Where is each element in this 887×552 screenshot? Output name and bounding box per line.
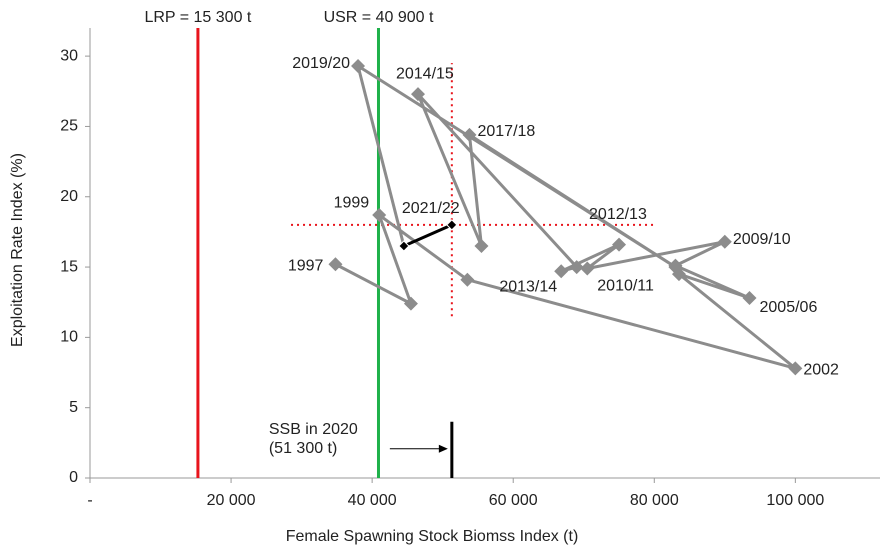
x-tick-label: 100 000	[766, 492, 824, 509]
point	[668, 260, 683, 275]
point	[351, 58, 366, 73]
point-label: 2017/18	[477, 123, 535, 140]
point	[460, 272, 475, 287]
ssb-arrowhead	[438, 444, 448, 453]
reference-label: USR = 40 900 t	[324, 9, 434, 26]
point	[717, 234, 732, 249]
point	[328, 257, 343, 272]
point	[788, 361, 803, 376]
x-tick-label: 20 000	[207, 492, 256, 509]
point-label: 2013/14	[499, 279, 557, 296]
point-label: 2005/06	[760, 299, 818, 316]
x-tick-label: 60 000	[489, 492, 538, 509]
x-tick-label: 40 000	[348, 492, 397, 509]
y-tick-label: 25	[60, 118, 78, 135]
point	[612, 237, 627, 252]
point-label: 2014/15	[396, 65, 454, 82]
point-label: 2009/10	[733, 231, 791, 248]
y-tick-label: 5	[69, 399, 78, 416]
point-label: 2012/13	[589, 206, 647, 223]
point	[554, 264, 569, 279]
y-axis-label: Exploitation Rate Index (%)	[9, 153, 26, 347]
ssb-label: SSB in 2020	[269, 421, 358, 438]
recent-line	[403, 223, 453, 248]
y-tick-label: 15	[60, 258, 78, 275]
point	[403, 296, 418, 311]
trajectory-line	[334, 64, 797, 370]
point-label: 2021/22	[402, 200, 460, 217]
point-label: 2010/11	[597, 278, 654, 295]
reference-label: LRP = 15 300 t	[144, 9, 251, 26]
x-tick-label: -	[87, 492, 92, 509]
point-label: 1997	[288, 257, 324, 274]
y-tick-label: 10	[60, 329, 78, 346]
point	[372, 208, 387, 223]
y-tick-label: 0	[69, 469, 78, 486]
point-label: 1999	[334, 194, 370, 211]
point	[580, 261, 595, 276]
y-tick-label: 30	[60, 47, 78, 64]
point	[474, 238, 489, 253]
point-label: 2019/20	[292, 55, 350, 72]
point	[410, 87, 425, 102]
y-tick-label: 20	[60, 188, 78, 205]
x-tick-label: 80 000	[630, 492, 679, 509]
point-label: 2002	[803, 362, 839, 379]
point	[462, 127, 477, 142]
x-axis-label: Female Spawning Stock Biomss Index (t)	[286, 528, 579, 545]
point	[446, 219, 458, 231]
ssb-label: (51 300 t)	[269, 440, 337, 457]
point	[569, 260, 584, 275]
point	[398, 240, 410, 252]
point	[742, 291, 757, 305]
